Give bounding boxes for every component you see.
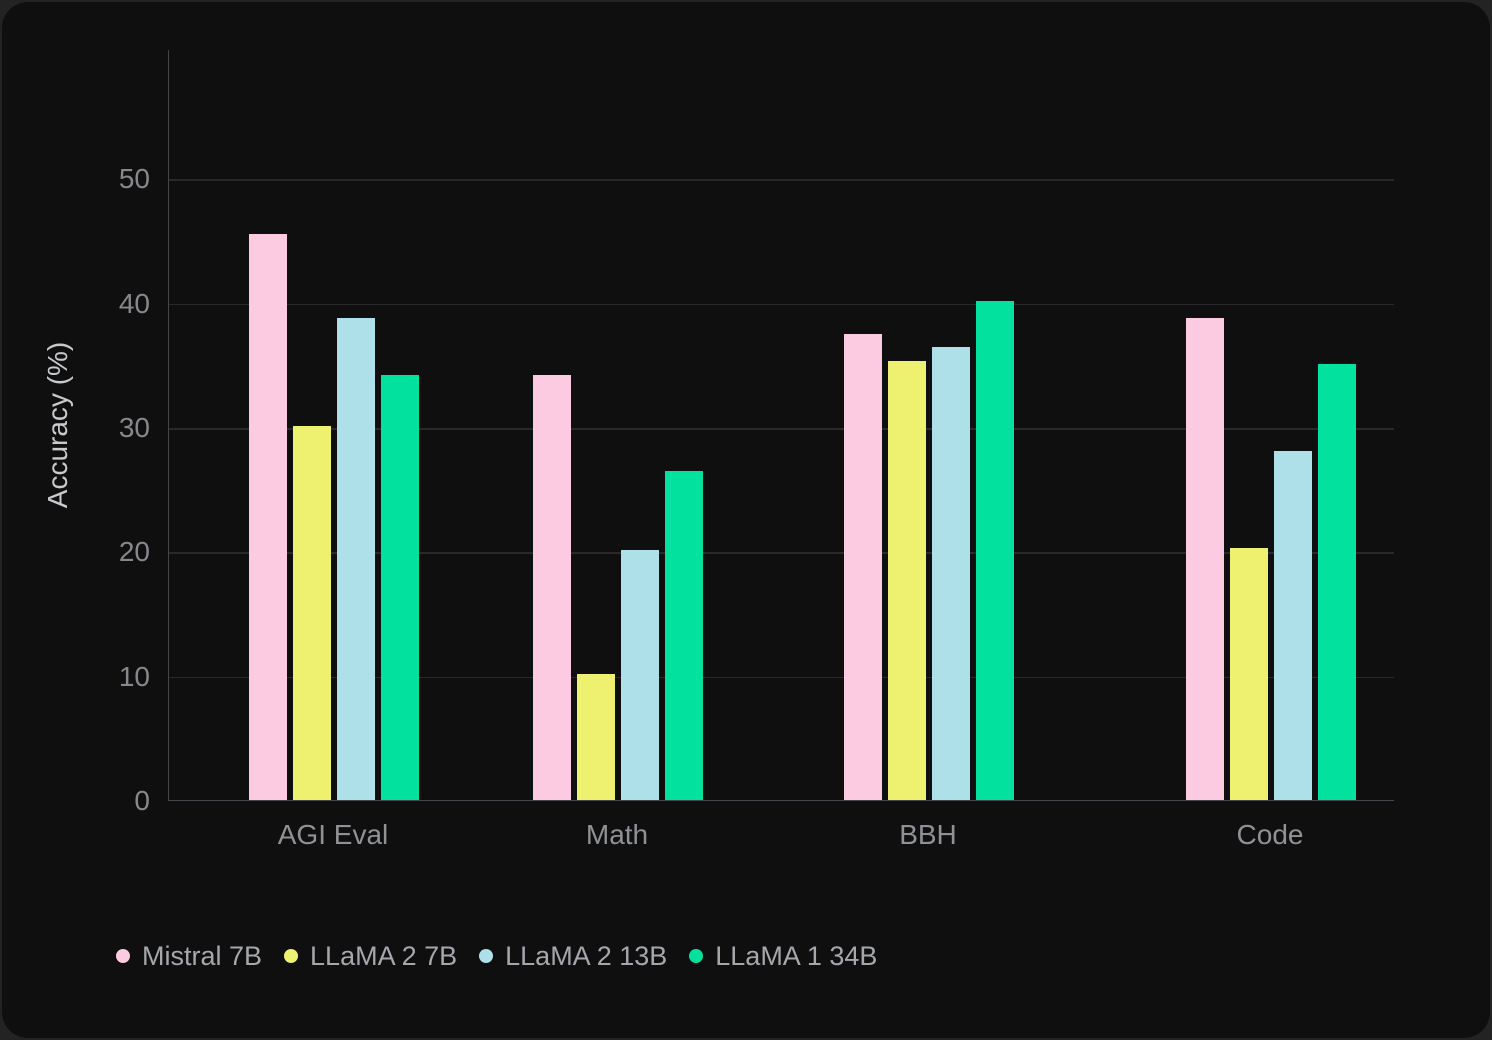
bar-group [533,50,703,800]
legend-label: LLaMA 2 13B [505,940,668,971]
x-category-label: AGI Eval [277,819,389,850]
bar [665,470,703,800]
gridline [169,428,1394,430]
legend-label: LLaMA 1 34B [715,940,878,971]
legend-item: Mistral 7B [116,941,262,972]
gridline [169,676,1394,679]
legend-dot-icon [116,949,130,963]
bar [1230,547,1268,800]
bar [888,361,926,800]
legend: Mistral 7B LLaMA 2 7B LLaMA 2 13B LLaMA 1 3… [116,938,877,974]
legend-dot-icon [689,949,704,963]
legend-label: Mistral 7B [142,940,263,971]
y-tick-label: 30 [118,412,150,443]
bar [577,674,615,800]
bar [1274,450,1312,800]
bar [381,374,419,800]
gridline [169,552,1394,554]
bar-group [249,50,419,800]
y-tick-label: 10 [118,660,150,692]
bar [249,234,287,800]
bar-group [844,50,1014,800]
x-category-label: Math [585,819,649,850]
bar [1186,317,1224,800]
gridline [169,179,1394,181]
plot-area [168,50,1394,801]
bar [932,347,970,800]
bar [293,425,331,800]
bar [621,550,659,800]
bar [337,317,375,800]
y-tick-label: 20 [118,536,150,568]
bar [844,333,882,800]
legend-dot-icon [479,949,494,963]
bar [1318,363,1356,800]
gridline [169,303,1394,306]
legend-dot-icon [284,949,299,963]
legend-item: LLaMA 1 34B [689,941,877,972]
x-category-label: Code [1236,819,1304,850]
y-tick-label: 50 [118,163,150,195]
y-tick-label: 0 [134,785,150,816]
x-category-label: BBH [899,819,957,850]
legend-item: LLaMA 2 13B [479,941,667,972]
legend-label: LLaMA 2 7B [310,940,458,971]
bar [533,374,571,800]
bar-group [1186,50,1356,800]
bar [976,301,1014,800]
y-tick-label: 40 [118,287,150,319]
legend-item: LLaMA 2 7B [284,941,457,972]
